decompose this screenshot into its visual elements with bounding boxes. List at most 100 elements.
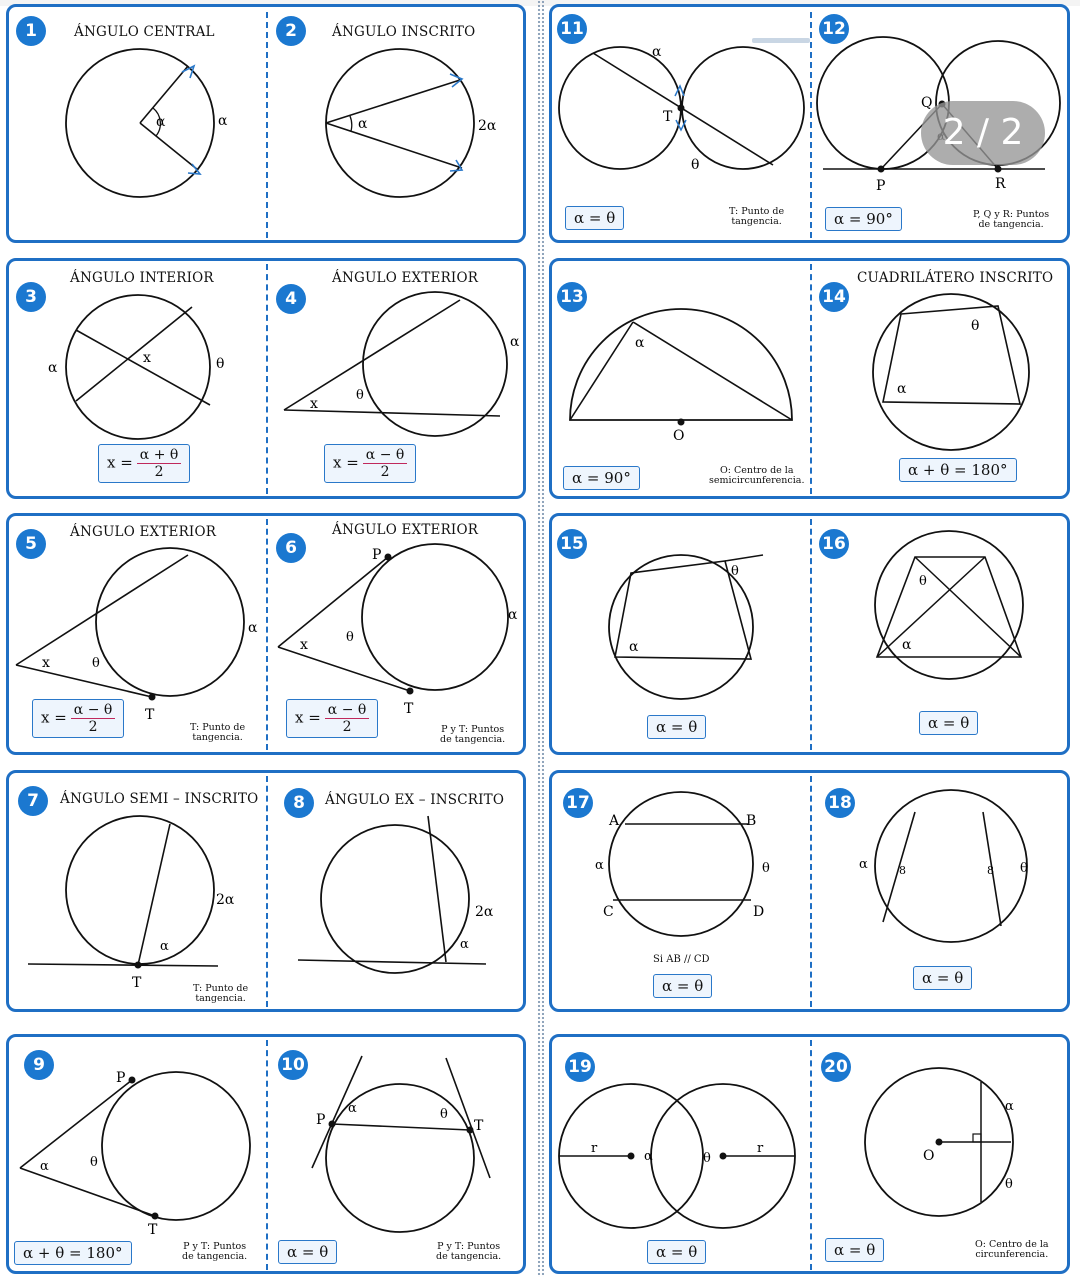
cell-17: 17 A B C D α θ Si AB // CD α = θ — [553, 774, 809, 1009]
badge-18: 18 — [825, 788, 855, 818]
svg-text:α: α — [218, 113, 228, 129]
separator — [810, 776, 812, 1007]
note-6: P y T: Puntos de tangencia. — [440, 724, 506, 745]
badge-9: 9 — [24, 1050, 54, 1080]
badge-16: 16 — [819, 529, 849, 559]
formula-6-den: 2 — [342, 719, 352, 735]
separator — [266, 519, 268, 750]
badge-12: 12 — [819, 14, 849, 44]
cell-1: 1 ÁNGULO CENTRAL α α — [10, 8, 266, 239]
note-13: O: Centro de la semicircunferencia. — [709, 465, 805, 486]
swipe-indicator — [752, 38, 810, 43]
formula-18: α = θ — [913, 966, 973, 990]
title-5: ÁNGULO EXTERIOR — [70, 524, 217, 540]
badge-5: 5 — [16, 529, 46, 559]
figure-semicircle: O α — [569, 308, 793, 444]
svg-text:θ: θ — [346, 630, 354, 645]
svg-text:T: T — [663, 109, 673, 125]
formula-6-num: α − θ — [324, 702, 370, 719]
svg-text:2α: 2α — [216, 892, 235, 908]
cell-14: 14 CUADRILÁTERO INSCRITO θ α α + θ = 180… — [813, 262, 1069, 496]
formula-19: α = θ — [647, 1240, 707, 1264]
separator — [810, 12, 812, 238]
svg-text:C: C — [603, 904, 614, 920]
note-9: P y T: Puntos de tangencia. — [182, 1241, 248, 1262]
title-2: ÁNGULO INSCRITO — [332, 24, 476, 40]
figure-exterior-angle-quadrilateral: θ α — [608, 554, 764, 700]
title-14: CUADRILÁTERO INSCRITO — [857, 270, 1054, 286]
cell-16: 16 θ α α = θ — [813, 517, 1069, 752]
svg-text:α: α — [460, 937, 469, 952]
svg-text:8: 8 — [899, 864, 906, 877]
badge-10: 10 — [278, 1050, 308, 1080]
cell-18: 18 α θ 8 8 α = θ — [813, 774, 1069, 1009]
figure-equal-chords: α θ 8 8 — [859, 789, 1028, 943]
svg-text:θ: θ — [356, 388, 364, 403]
page-indicator[interactable]: 2 / 2 — [921, 101, 1045, 165]
svg-text:α: α — [248, 620, 258, 636]
svg-text:x: x — [300, 637, 308, 653]
svg-text:x: x — [143, 350, 151, 366]
svg-text:O: O — [673, 428, 684, 444]
formula-3-num: α + θ — [136, 447, 182, 464]
svg-text:T: T — [474, 1118, 484, 1134]
badge-2: 2 — [276, 16, 306, 46]
badge-13: 13 — [557, 282, 587, 312]
svg-text:α: α — [629, 639, 639, 655]
svg-text:θ: θ — [731, 564, 739, 579]
badge-3: 3 — [16, 282, 46, 312]
formula-14: α + θ = 180° — [899, 458, 1017, 482]
svg-text:θ: θ — [919, 574, 927, 589]
svg-text:θ: θ — [1020, 861, 1028, 876]
svg-text:D: D — [753, 904, 764, 920]
svg-text:T: T — [148, 1222, 158, 1238]
figure-exterior-secant-tangent: T x θ α — [15, 547, 258, 723]
separator — [266, 776, 268, 1007]
svg-text:2α: 2α — [478, 118, 497, 134]
formula-9: α + θ = 180° — [14, 1241, 132, 1265]
svg-text:θ: θ — [216, 356, 224, 372]
svg-text:θ: θ — [92, 656, 100, 671]
figure-exterior-angle-secants: x θ α — [283, 291, 520, 437]
formula-5-num: α − θ — [70, 702, 116, 719]
badge-14: 14 — [819, 282, 849, 312]
separator — [266, 1040, 268, 1270]
formula-3-den: 2 — [154, 464, 164, 480]
formula-4-den: 2 — [380, 464, 390, 480]
svg-text:α: α — [1005, 1099, 1014, 1114]
svg-text:T: T — [145, 707, 155, 723]
svg-text:α: α — [508, 607, 518, 623]
panel-row5-right — [549, 1034, 1070, 1274]
formula-10: α = θ — [278, 1240, 338, 1264]
svg-text:B: B — [746, 813, 756, 829]
formula-5-den: 2 — [88, 719, 98, 735]
panel-row3-right — [549, 513, 1070, 755]
svg-text:x: x — [310, 396, 318, 412]
note-7: T: Punto de tangencia. — [193, 983, 249, 1004]
svg-text:α: α — [595, 858, 604, 873]
note-20: O: Centro de la circunferencia. — [975, 1239, 1049, 1260]
formula-11: α = θ — [565, 206, 625, 230]
figure-ex-inscribed-angle: α 2α — [297, 815, 494, 974]
note-10: P y T: Puntos de tangencia. — [436, 1241, 502, 1262]
cell-7: 7 ÁNGULO SEMI – INSCRITO T α 2α T: Punto… — [10, 774, 266, 1009]
panel-row4-right — [549, 770, 1070, 1012]
svg-text:α: α — [644, 1149, 653, 1164]
svg-text:R: R — [995, 176, 1006, 192]
cell-9: 9 P T α θ α + θ = 180° P y T: Puntos de … — [10, 1038, 266, 1272]
cell-8: 8 ÁNGULO EX – INSCRITO α 2α — [270, 774, 524, 1009]
title-1: ÁNGULO CENTRAL — [74, 24, 215, 40]
center-divider — [537, 0, 544, 1277]
svg-text:α: α — [635, 335, 645, 351]
svg-text:α: α — [897, 381, 907, 397]
svg-text:θ: θ — [703, 1151, 711, 1166]
svg-text:O: O — [923, 1148, 934, 1164]
svg-text:α: α — [348, 1101, 357, 1116]
badge-7: 7 — [18, 786, 48, 816]
svg-text:r: r — [757, 1141, 764, 1156]
figure-parallel-chords: A B C D α θ — [595, 791, 770, 937]
